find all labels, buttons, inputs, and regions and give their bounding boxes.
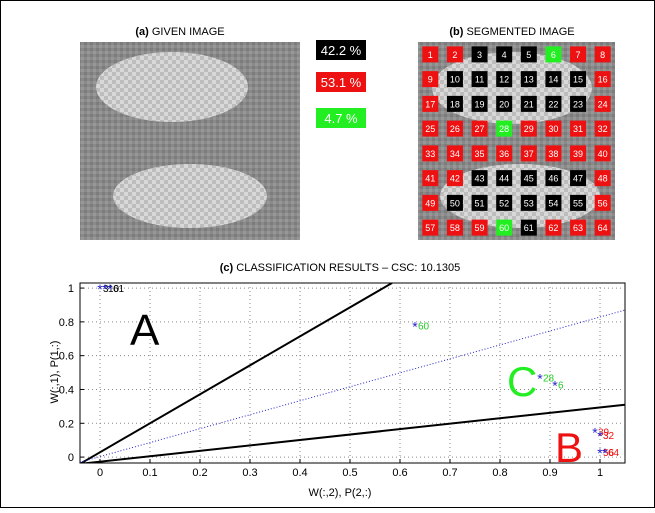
segment-label: 24 bbox=[598, 99, 608, 109]
share-label: 4.7 % bbox=[324, 111, 358, 126]
segment-label: 33 bbox=[425, 149, 435, 159]
segment-label: 52 bbox=[499, 198, 509, 208]
segment-label: 48 bbox=[598, 174, 608, 184]
segment-label: 57 bbox=[425, 223, 435, 233]
panel-b-title: (b) SEGMENTED IMAGE bbox=[449, 26, 574, 38]
x-tick-label: 0.8 bbox=[492, 467, 507, 479]
x-tick-label: 0.2 bbox=[192, 467, 207, 479]
segment-label: 32 bbox=[598, 124, 608, 134]
segment-label: 38 bbox=[548, 149, 558, 159]
segment-label: 12 bbox=[499, 75, 509, 85]
segment-label: 41 bbox=[425, 174, 435, 184]
y-tick-label: 1 bbox=[68, 283, 74, 295]
segment-label: 14 bbox=[548, 75, 558, 85]
ellipse bbox=[113, 164, 267, 228]
segment-label: 44 bbox=[499, 174, 509, 184]
segment-label: 7 bbox=[576, 50, 581, 60]
segment-label: 3 bbox=[477, 50, 482, 60]
segment-label: 26 bbox=[450, 124, 460, 134]
segment-label: 17 bbox=[425, 99, 435, 109]
point-label: 61 bbox=[113, 284, 125, 295]
x-tick-label: 0.5 bbox=[342, 467, 357, 479]
segment-label: 22 bbox=[548, 99, 558, 109]
y-tick-label: 0.8 bbox=[59, 317, 74, 329]
segment-label: 9 bbox=[428, 75, 433, 85]
segment-label: 11 bbox=[475, 75, 484, 85]
segment-label: 47 bbox=[573, 174, 583, 184]
segment-label: 34 bbox=[450, 149, 460, 159]
segment-label: 13 bbox=[524, 75, 534, 85]
segment-label: 39 bbox=[573, 149, 583, 159]
chart-title: (c) CLASSIFICATION RESULTS – CSC: 10.130… bbox=[220, 262, 460, 274]
x-tick-label: 0.3 bbox=[242, 467, 257, 479]
x-tick-label: 0.7 bbox=[442, 467, 457, 479]
segment-label: 18 bbox=[450, 99, 460, 109]
segment-label: 35 bbox=[475, 149, 485, 159]
x-axis-label: W(:,2), P(2,:) bbox=[309, 487, 372, 499]
segment-label: 1 bbox=[428, 50, 433, 60]
segment-label: 28 bbox=[499, 124, 509, 134]
point-label: 32 bbox=[603, 431, 615, 442]
y-tick-label: 0.6 bbox=[59, 351, 74, 363]
segment-label: 58 bbox=[450, 223, 460, 233]
x-tick-label: 0.6 bbox=[392, 467, 407, 479]
segment-label: 60 bbox=[499, 223, 509, 233]
point-label: 64 bbox=[608, 448, 620, 459]
segment-label: 31 bbox=[573, 124, 583, 134]
segment-label: 25 bbox=[425, 124, 435, 134]
segment-label: 27 bbox=[475, 124, 485, 134]
segment-label: 4 bbox=[502, 50, 507, 60]
segment-label: 36 bbox=[499, 149, 509, 159]
segment-label: 10 bbox=[450, 75, 460, 85]
segment-label: 19 bbox=[475, 99, 485, 109]
segment-label: 51 bbox=[475, 198, 485, 208]
segment-label: 6 bbox=[551, 50, 556, 60]
segment-label: 62 bbox=[548, 223, 558, 233]
segment-label: 37 bbox=[524, 149, 534, 159]
segment-label: 49 bbox=[425, 198, 435, 208]
region-label: C bbox=[507, 358, 537, 405]
segment-label: 45 bbox=[524, 174, 534, 184]
segment-label: 53 bbox=[524, 198, 534, 208]
segment-label: 20 bbox=[499, 99, 509, 109]
segment-label: 16 bbox=[598, 75, 608, 85]
x-tick-label: 0.4 bbox=[292, 467, 307, 479]
segment-label: 63 bbox=[573, 223, 583, 233]
segment-label: 43 bbox=[475, 174, 485, 184]
share-label: 42.2 % bbox=[321, 43, 362, 58]
segment-label: 59 bbox=[475, 223, 485, 233]
region-label: B bbox=[555, 424, 583, 471]
segment-label: 5 bbox=[526, 50, 531, 60]
figure: (a) GIVEN IMAGE (b) SEGMENTED IMAGE (c) … bbox=[0, 0, 655, 508]
y-tick-label: 0.4 bbox=[59, 384, 74, 396]
ellipse bbox=[96, 52, 248, 122]
segment-label: 8 bbox=[600, 50, 605, 60]
segment-label: 46 bbox=[548, 174, 558, 184]
segment-label: 56 bbox=[598, 198, 608, 208]
segment-label: 54 bbox=[548, 198, 558, 208]
segment-label: 30 bbox=[548, 124, 558, 134]
segment-label: 29 bbox=[524, 124, 534, 134]
segment-label: 2 bbox=[452, 50, 457, 60]
segment-label: 21 bbox=[524, 99, 534, 109]
x-tick-label: 0.1 bbox=[142, 467, 157, 479]
segment-label: 42 bbox=[450, 174, 460, 184]
x-tick-label: 0 bbox=[97, 467, 103, 479]
segment-label: 50 bbox=[450, 198, 460, 208]
ellipse bbox=[432, 52, 592, 124]
region-label: A bbox=[130, 306, 160, 355]
y-tick-label: 0.2 bbox=[59, 418, 74, 430]
x-tick-label: 1 bbox=[597, 467, 603, 479]
point-label: 60 bbox=[418, 321, 430, 332]
share-label: 53.1 % bbox=[321, 75, 362, 90]
segment-label: 23 bbox=[573, 99, 583, 109]
point-label: 6 bbox=[558, 380, 564, 391]
segment-label: 64 bbox=[598, 223, 608, 233]
segment-label: 61 bbox=[524, 223, 534, 233]
segment-label: 40 bbox=[598, 149, 608, 159]
segment-label: 55 bbox=[573, 198, 583, 208]
panel-a-title: (a) GIVEN IMAGE bbox=[135, 26, 224, 38]
segment-label: 15 bbox=[573, 75, 583, 85]
y-tick-label: 0 bbox=[68, 452, 74, 464]
